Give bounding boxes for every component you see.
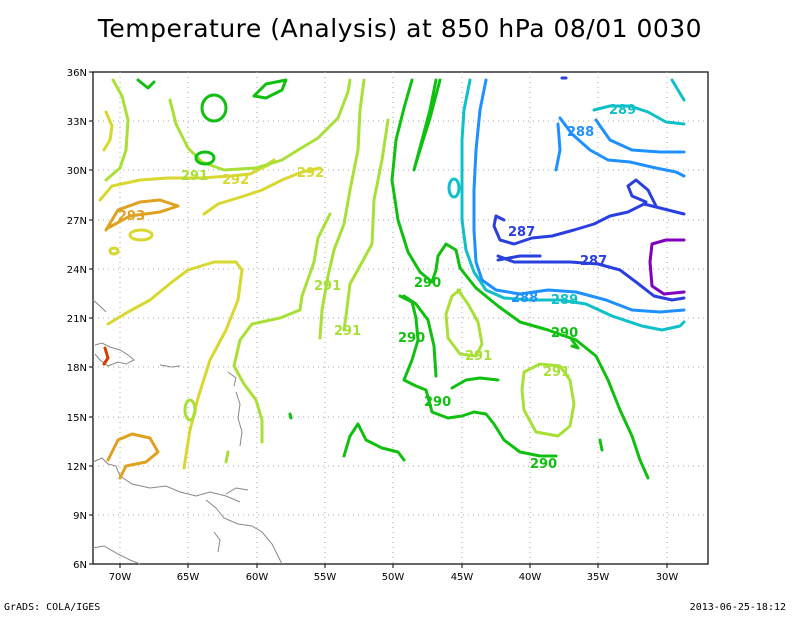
contour-290-i [342, 422, 406, 462]
y-tick-label: 6N [73, 560, 87, 571]
contour-288-d [554, 122, 562, 172]
contour-288-a [472, 78, 686, 314]
x-tick-label: 50W [382, 572, 405, 583]
contour-label: 290 [530, 457, 557, 472]
x-tick-label: 40W [519, 572, 542, 583]
contour-293-small [108, 246, 120, 256]
contour-labels: 293 291 292 292 291 291 290 290 290 291 … [118, 103, 636, 472]
contour-291-b [168, 78, 352, 172]
contour-label: 291 [543, 365, 570, 380]
tick-marks [89, 71, 668, 568]
contour-289-c [670, 78, 686, 102]
contour-292-south [106, 260, 244, 470]
software-credit: GrADS: COLA/IGES [4, 602, 101, 613]
contour-290-d [136, 78, 156, 90]
contour-290-h [402, 294, 438, 378]
x-tick-label: 70W [109, 572, 132, 583]
contour-label: 291 [314, 279, 341, 294]
contour-291-e [342, 118, 390, 332]
contour-290-loop-b [194, 150, 216, 166]
contour-label: 292 [297, 166, 324, 181]
contour-288-c [594, 118, 686, 154]
x-tick-labels: 70W 65W 60W 55W 50W 45W 40W 35W 30W [109, 572, 679, 583]
contour-290-f [412, 78, 442, 172]
contour-289-d [447, 177, 461, 199]
contour-label: 290 [551, 326, 578, 341]
x-tick-label: 65W [177, 572, 200, 583]
contour-289-a [460, 78, 686, 332]
x-tick-label: 30W [656, 572, 679, 583]
y-tick-label: 27N [67, 216, 87, 227]
y-tick-label: 36N [67, 68, 87, 79]
contour-290-loop-a [200, 93, 228, 123]
contour-292-mid [202, 166, 322, 216]
contour-label: 289 [551, 293, 578, 308]
contour-290-m [288, 412, 293, 420]
y-tick-label: 21N [67, 314, 87, 325]
contour-label: 292 [222, 173, 249, 188]
contour-293-south [106, 432, 160, 480]
contour-290-loop-c [252, 78, 288, 100]
contour-291-d [318, 78, 366, 340]
y-tick-label: 24N [67, 265, 87, 276]
y-tick-label: 15N [67, 413, 87, 424]
contour-283-spot [102, 346, 110, 366]
contour-label: 287 [508, 225, 535, 240]
y-tick-label: 30N [67, 166, 87, 177]
map-title: Temperature (Analysis) at 850 hPa 08/01 … [97, 14, 703, 43]
contour-292 [102, 110, 114, 152]
contour-289-b [592, 104, 686, 126]
contour-288-b [558, 116, 686, 178]
contour-290-j [450, 376, 500, 390]
contour-291-f [444, 288, 484, 358]
contour-label: 288 [567, 125, 594, 140]
contour-290-g [398, 294, 558, 458]
contour-290-l [598, 438, 604, 452]
x-tick-label: 45W [451, 572, 474, 583]
contour-290-main [390, 78, 650, 480]
contour-285 [648, 238, 686, 296]
contour-287-b [496, 254, 686, 302]
x-tick-label: 35W [587, 572, 610, 583]
contour-label: 289 [609, 103, 636, 118]
contour-label: 288 [511, 291, 538, 306]
y-tick-label: 12N [67, 462, 87, 473]
x-tick-label: 60W [246, 572, 269, 583]
contour-287-d [626, 178, 658, 208]
contour-lines [98, 76, 686, 480]
y-tick-label: 33N [67, 117, 87, 128]
contour-label: 290 [424, 395, 451, 410]
y-tick-label: 9N [73, 511, 87, 522]
contour-291-c [232, 212, 332, 444]
contour-label: 290 [398, 331, 425, 346]
y-tick-label: 18N [67, 363, 87, 374]
contour-label: 287 [580, 254, 607, 269]
x-tick-label: 55W [314, 572, 337, 583]
contour-293 [104, 198, 180, 232]
contour-291-h [183, 398, 197, 422]
contour-287-c [496, 254, 542, 262]
contour-label: 293 [118, 209, 145, 224]
contour-291-i [224, 450, 230, 464]
contour-label: 290 [414, 276, 441, 291]
contour-291-g [520, 362, 576, 438]
contour-label: 291 [181, 169, 208, 184]
timestamp: 2013-06-25-18:12 [689, 602, 786, 613]
contour-label: 291 [334, 324, 361, 339]
contour-291-a [104, 78, 130, 182]
contour-label: 291 [465, 349, 492, 364]
contour-290-k [570, 338, 580, 350]
y-tick-labels: 6N 9N 12N 15N 18N 21N 24N 27N 30N 33N 36… [67, 68, 87, 571]
contour-292-west [98, 158, 276, 202]
contour-293-loop [128, 228, 154, 242]
